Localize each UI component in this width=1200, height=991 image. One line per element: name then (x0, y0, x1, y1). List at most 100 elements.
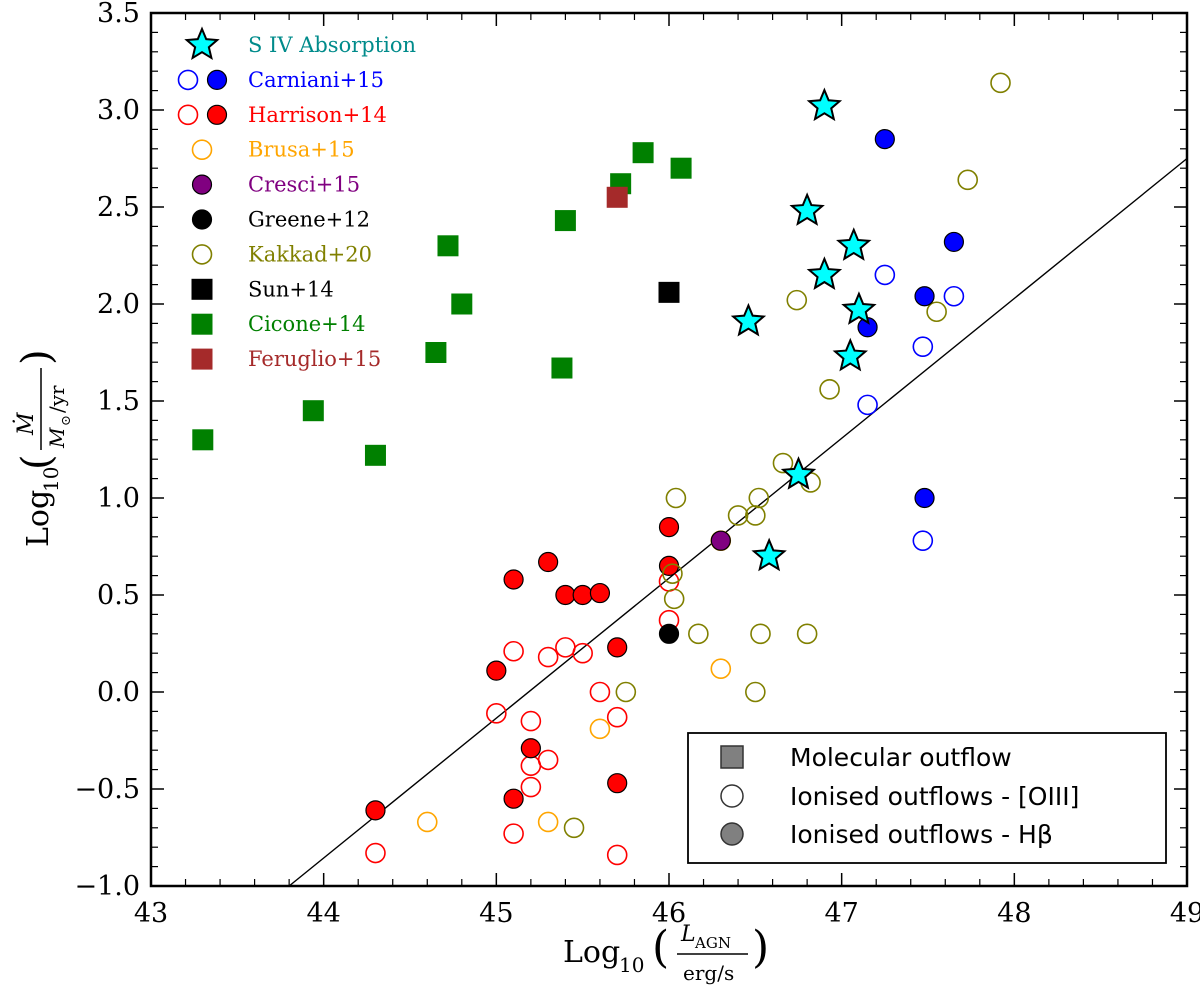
cicone-14-point-11 (670, 157, 692, 179)
y-label-lparen: ( (14, 454, 60, 470)
harrison-14-oiii-point-10 (555, 637, 576, 658)
y-label-log: Log (21, 490, 56, 547)
carniani-15-oiii-point-2 (874, 264, 896, 286)
y-label-den: M (45, 427, 69, 449)
harrison-14-h-point-3 (503, 569, 524, 590)
kakkad-20-point-11 (750, 623, 771, 645)
y-tick-label: 2.0 (97, 289, 140, 320)
s-iv-absorption-point-9 (751, 537, 787, 572)
carniani-15-oiii-point-3 (912, 336, 934, 357)
cicone-14-point-10 (632, 142, 654, 164)
s-iv-absorption-point-4 (836, 227, 872, 261)
x-label-log-sub: 10 (619, 953, 644, 977)
legend-carniani-open-circle (177, 69, 199, 91)
harrison-14-h-point-11 (607, 773, 628, 794)
harrison-14-oiii-point-12 (589, 681, 611, 703)
harrison-14-oiii-point-3 (503, 640, 524, 662)
legend-type-label-3: Ionised outflows - Hβ (790, 820, 1053, 849)
kakkad-20-point-1 (563, 817, 585, 839)
brusa-15-point-3 (589, 718, 611, 740)
legend-harrison-open-circle (177, 104, 199, 126)
x-label-lparen: ( (652, 922, 669, 973)
legend-label-cresci: Cresci+15 (248, 173, 360, 197)
x-axis-label: Log 10 ( L AGN erg/s ) (563, 922, 769, 985)
x-tick-label: 44 (306, 898, 340, 929)
kakkad-20-point-13 (786, 289, 808, 311)
kakkad-20-point-17 (926, 301, 947, 323)
legend-greene-filled-circle (191, 209, 213, 230)
harrison-14-h-point-7 (555, 584, 576, 606)
kakkad-20-point-3 (662, 563, 683, 584)
harrison-14-h-point-1 (365, 800, 386, 821)
kakkad-20-point-4 (663, 588, 685, 610)
legend-feruglio-square (191, 348, 213, 370)
s-iv-absorption-point-3 (806, 256, 843, 290)
x-label-log: Log (563, 935, 620, 970)
legend-sun-square (191, 278, 213, 300)
legend-label-cicone: Cicone+14 (248, 312, 365, 336)
kakkad-20-point-9 (748, 487, 770, 509)
y-tick-label: 0.0 (97, 677, 140, 708)
legend-label-carniani: Carniani+15 (248, 68, 384, 92)
harrison-14-oiii-point-11 (572, 642, 593, 664)
kakkad-20-point-5 (665, 487, 687, 509)
x-tick-label: 47 (824, 898, 858, 929)
y-label-den-sub: ⊙ (59, 415, 74, 426)
y-tick-label: −1.0 (74, 871, 140, 902)
legend-carniani-filled-circle (206, 69, 228, 91)
legend-cicone-square (191, 313, 213, 335)
brusa-15-point-1 (416, 811, 438, 833)
harrison-14-h-point-8 (572, 584, 593, 606)
s-iv-absorption-point-1 (806, 87, 843, 122)
s-iv-absorption-point-2 (789, 192, 825, 226)
legend-harrison-filled-circle (206, 104, 228, 125)
legend-label-siv: S IV Absorption (248, 33, 416, 57)
carniani-15-oiii-point-5 (943, 285, 965, 307)
y-label-rparen: ) (14, 349, 60, 365)
y-tick-label: 1.5 (97, 386, 140, 417)
y-tick-label: 3.5 (97, 0, 140, 29)
legend-label-kakkad: Kakkad+20 (248, 242, 372, 266)
x-tick-label: 45 (479, 898, 513, 929)
x-tick-label: 49 (1170, 898, 1200, 929)
cicone-14-point-8 (554, 210, 576, 232)
legend-label-sun: Sun+14 (248, 277, 334, 301)
legend-molecular-square (720, 745, 744, 769)
carniani-15-h-point-3 (914, 286, 935, 307)
kakkad-20-point-10 (745, 681, 766, 703)
harrison-14-oiii-point-14 (606, 844, 628, 866)
y-label-den-tail: /yr (45, 385, 69, 413)
harrison-14-oiii-point-7 (520, 776, 542, 798)
brusa-15-point-2 (537, 811, 559, 833)
y-axis-label: Log 10 ( Ṁ M ⊙ /yr ) (12, 349, 74, 547)
y-tick-label: 1.0 (97, 483, 140, 514)
sun-14-point-1 (658, 281, 680, 303)
legend-cresci-filled-circle (191, 174, 213, 195)
kakkad-20-point-16 (819, 379, 840, 400)
harrison-14-oiii-point-6 (520, 755, 542, 777)
cresci-15-point-1 (710, 530, 731, 551)
harrison-14-oiii-point-1 (365, 842, 386, 864)
x-tick-label: 46 (652, 898, 686, 929)
legend-oiii-open-circle (720, 784, 744, 808)
harrison-14-h-point-4 (503, 788, 524, 809)
cicone-14-point-5 (437, 235, 459, 257)
carniani-15-oiii-point-4 (912, 530, 934, 551)
legend-label-brusa: Brusa+15 (248, 138, 355, 162)
legend-hbeta-filled-circle (720, 822, 744, 846)
harrison-14-oiii-point-4 (503, 823, 524, 844)
y-tick-label: 0.5 (97, 580, 140, 611)
x-tick-label: 48 (997, 898, 1031, 929)
legend-label-greene: Greene+12 (248, 208, 370, 232)
s-iv-absorption-point-7 (730, 302, 767, 337)
y-tick-label: −0.5 (74, 774, 140, 805)
outflow-type-legend-box (687, 732, 1167, 864)
feruglio-15-point-1 (606, 186, 628, 208)
y-label-log-sub: 10 (39, 467, 63, 492)
cicone-14-point-1 (192, 429, 214, 451)
carniani-15-h-point-4 (914, 487, 935, 509)
harrison-14-oiii-point-13 (606, 706, 628, 728)
legend-label-feruglio: Feruglio+15 (248, 347, 381, 371)
harrison-14-oiii-point-8 (537, 646, 559, 668)
legend-kakkad-open-circle (191, 244, 213, 265)
